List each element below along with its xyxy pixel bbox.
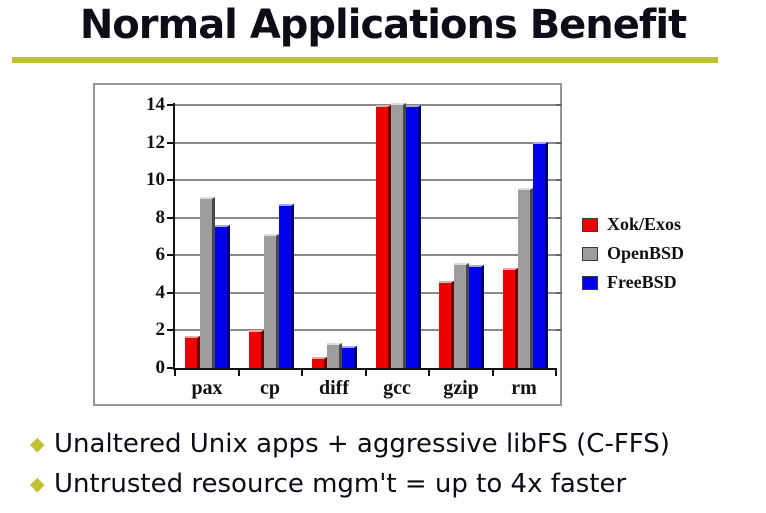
legend-swatch <box>582 246 598 261</box>
grid-line <box>175 292 556 294</box>
grid-line <box>175 179 556 181</box>
bar-openbsd-cp <box>264 234 279 368</box>
legend-label: Xok/Exos <box>607 214 682 234</box>
y-tick-label: 8 <box>155 207 166 228</box>
bullet-text: Untrusted resource mgm't = up to 4x fast… <box>54 469 627 499</box>
bar-xok-exos-gzip <box>439 281 454 368</box>
x-axis-tick <box>301 368 303 376</box>
category-label: gzip <box>443 377 479 399</box>
x-axis-tick <box>555 368 557 376</box>
bullet-text: Unaltered Unix apps + aggressive libFS (… <box>54 429 670 459</box>
bar-openbsd-gcc <box>391 103 406 368</box>
grid-line <box>175 254 556 256</box>
bar-freebsd-rm <box>533 142 548 368</box>
y-tick-label: 0 <box>155 357 166 378</box>
legend-item: OpenBSD <box>582 239 684 268</box>
y-axis-tick <box>167 104 175 106</box>
bar-xok-exos-pax <box>185 336 200 368</box>
x-axis-tick <box>492 368 494 376</box>
y-tick-label: 6 <box>155 244 166 265</box>
y-axis-right-tick <box>556 179 562 181</box>
y-axis-line <box>173 103 175 370</box>
bar-freebsd-gcc <box>406 105 421 368</box>
category-label: cp <box>260 377 280 399</box>
category-label: diff <box>319 377 349 399</box>
y-axis-tick <box>167 254 175 256</box>
bar-openbsd-diff <box>327 343 342 368</box>
y-axis-tick <box>167 217 175 219</box>
bar-openbsd-gzip <box>454 263 469 368</box>
legend-item: FreeBSD <box>582 268 684 297</box>
bar-xok-exos-diff <box>312 357 327 368</box>
y-axis-tick <box>167 367 175 369</box>
legend-item: Xok/Exos <box>582 210 684 239</box>
diamond-bullet-icon: ◆ <box>30 473 45 495</box>
bar-openbsd-rm <box>518 188 533 368</box>
bar-freebsd-diff <box>342 346 357 368</box>
y-axis-right-tick <box>556 292 562 294</box>
grid-line <box>175 329 556 331</box>
y-tick-label: 14 <box>146 94 165 115</box>
legend-label: FreeBSD <box>607 272 677 292</box>
x-axis-line <box>173 368 556 370</box>
chart-legend: Xok/Exos OpenBSD FreeBSD <box>582 210 684 297</box>
bar-freebsd-pax <box>215 225 230 368</box>
category-label: rm <box>511 377 537 399</box>
y-axis-right-tick <box>556 254 562 256</box>
y-tick-label: 4 <box>155 282 166 303</box>
bar-xok-exos-gcc <box>376 105 391 368</box>
y-axis-right-tick <box>556 104 562 106</box>
bar-freebsd-cp <box>279 204 294 368</box>
bar-xok-exos-cp <box>249 330 264 368</box>
y-axis-tick <box>167 329 175 331</box>
x-axis-tick <box>174 368 176 376</box>
bar-xok-exos-rm <box>503 268 518 368</box>
y-axis-tick <box>167 179 175 181</box>
diamond-bullet-icon: ◆ <box>30 433 45 455</box>
y-tick-label: 2 <box>155 319 166 340</box>
legend-swatch <box>582 217 598 232</box>
page-title: Normal Applications Benefit <box>79 2 687 48</box>
title-underline <box>12 57 718 63</box>
bar-openbsd-pax <box>200 197 215 368</box>
bar-freebsd-gzip <box>469 265 484 368</box>
bullet-list: ◆ Unaltered Unix apps + aggressive libFS… <box>30 426 670 506</box>
y-axis-right-tick <box>556 217 562 219</box>
y-axis-right-tick <box>556 329 562 331</box>
category-label: pax <box>191 377 223 399</box>
y-axis-right-tick <box>556 142 562 144</box>
legend-swatch <box>582 275 598 290</box>
x-axis-tick <box>238 368 240 376</box>
chart: 0 2 4 6 8 10 12 14 pax cp diff gcc gzip rm <box>93 83 562 406</box>
grid-line <box>175 142 556 144</box>
grid-line <box>175 104 556 106</box>
grid-line <box>175 217 556 219</box>
x-axis-tick <box>365 368 367 376</box>
y-tick-label: 10 <box>146 169 165 190</box>
y-axis-tick <box>167 292 175 294</box>
y-tick-label: 12 <box>146 132 165 153</box>
list-item: ◆ Unaltered Unix apps + aggressive libFS… <box>30 426 670 466</box>
y-axis-tick <box>167 142 175 144</box>
list-item: ◆ Untrusted resource mgm't = up to 4x fa… <box>30 466 670 506</box>
category-label: gcc <box>383 377 411 399</box>
legend-label: OpenBSD <box>607 243 685 263</box>
x-axis-tick <box>428 368 430 376</box>
